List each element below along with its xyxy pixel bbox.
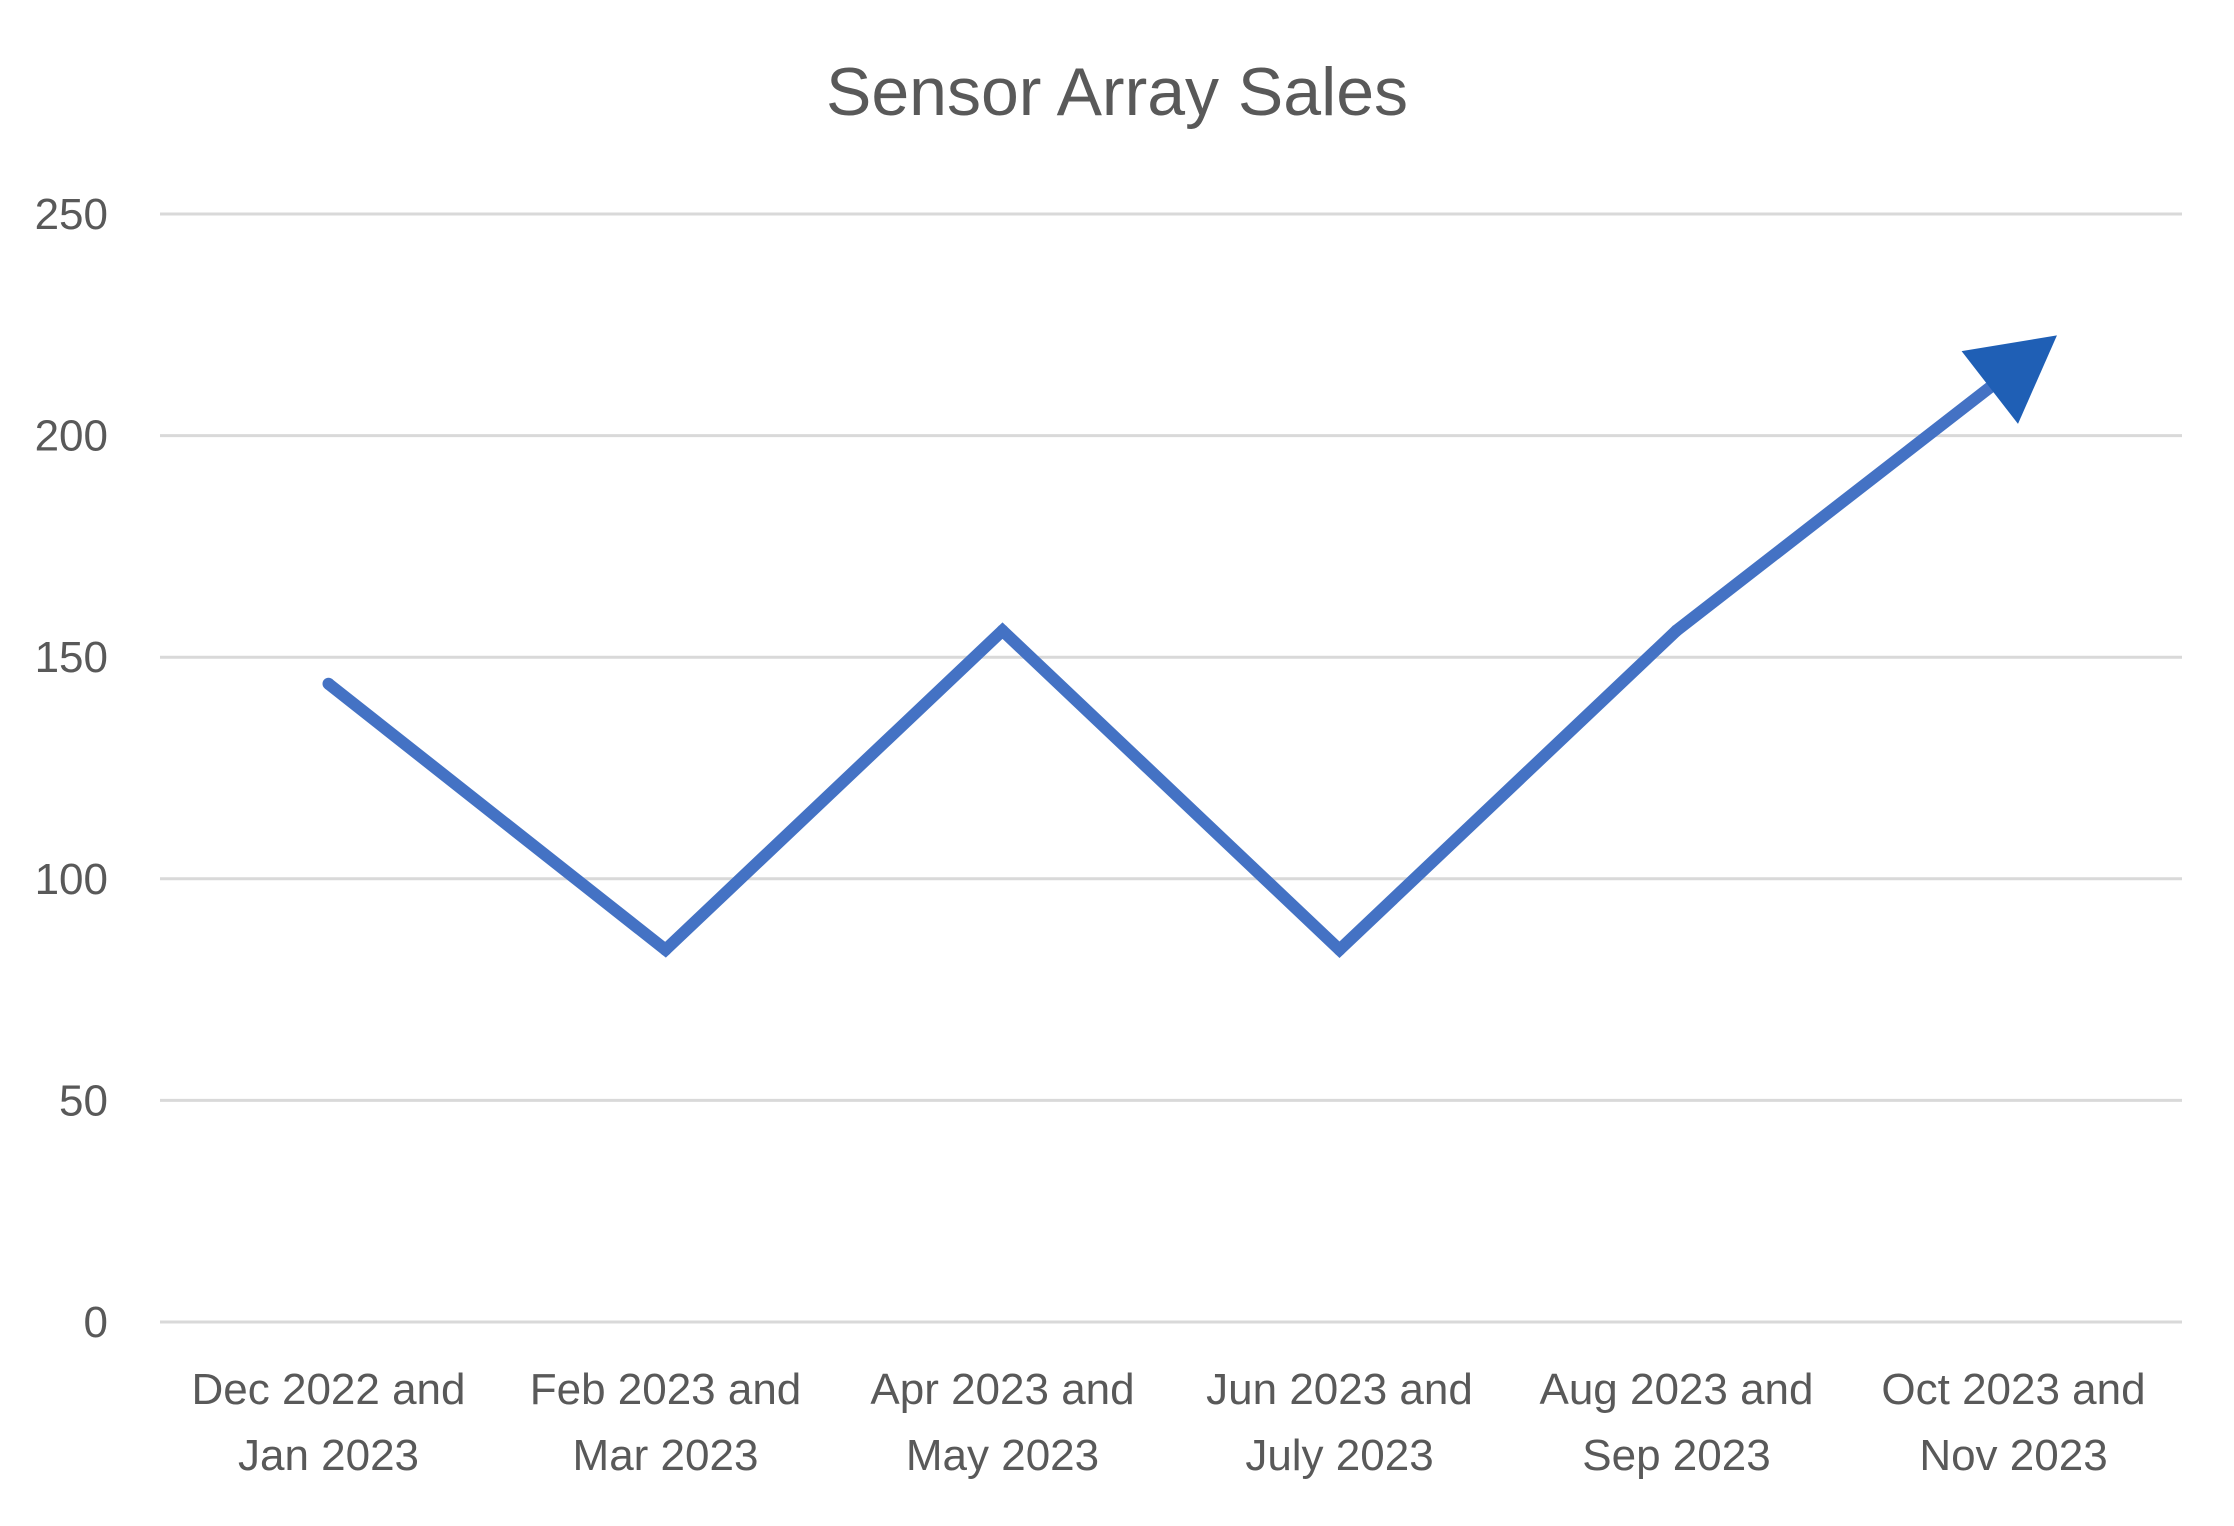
y-tick-label: 200: [35, 412, 108, 461]
trend-arrowhead-icon: [1961, 335, 2057, 424]
x-tick-label-line: Jan 2023: [238, 1431, 419, 1480]
series-layer: [322, 335, 2057, 958]
x-tick-label-line: Oct 2023 and: [1881, 1365, 2145, 1414]
x-tick-label-line: July 2023: [1245, 1431, 1433, 1480]
x-tick-label-line: Dec 2022 and: [192, 1365, 466, 1414]
x-tick-label: Apr 2023 and May 2023: [870, 1365, 1134, 1480]
x-tick-label-line: Feb 2023 and: [530, 1365, 802, 1414]
x-tick-label-line: Mar 2023: [573, 1431, 759, 1480]
x-axis-tick-labels: Dec 2022 and Jan 2023 Feb 2023 and Mar 2023…: [192, 1365, 2146, 1480]
x-tick-label-line: May 2023: [906, 1431, 1099, 1480]
gridlines: [160, 212, 2182, 1324]
x-tick-label: Feb 2023 and Mar 2023: [530, 1365, 802, 1480]
x-tick-label: Dec 2022 and Jan 2023: [192, 1365, 466, 1480]
chart-title: Sensor Array Sales: [826, 54, 1408, 130]
y-axis-tick-labels: 0 50 100 150 200 250: [35, 190, 108, 1347]
x-tick-label-line: Apr 2023 and: [870, 1365, 1134, 1414]
x-tick-label-line: Sep 2023: [1582, 1431, 1770, 1480]
x-tick-label-line: Nov 2023: [1919, 1431, 2107, 1480]
x-tick-label-line: Jun 2023 and: [1206, 1365, 1473, 1414]
y-tick-label: 150: [35, 633, 108, 682]
x-tick-label: Aug 2023 and Sep 2023: [1539, 1365, 1813, 1480]
data-point: [659, 943, 672, 956]
x-tick-label: Oct 2023 and Nov 2023: [1881, 1365, 2145, 1480]
y-tick-label: 0: [84, 1298, 108, 1347]
x-tick-label: Jun 2023 and July 2023: [1206, 1365, 1473, 1480]
data-point: [1333, 943, 1346, 956]
x-tick-label-line: Aug 2023 and: [1539, 1365, 1813, 1414]
y-tick-label: 250: [35, 190, 108, 239]
y-tick-label: 50: [59, 1076, 108, 1125]
data-point: [322, 677, 335, 690]
series-line: [324, 364, 2018, 958]
y-tick-label: 100: [35, 855, 108, 904]
data-point: [1670, 624, 1683, 637]
data-point: [996, 624, 1009, 637]
